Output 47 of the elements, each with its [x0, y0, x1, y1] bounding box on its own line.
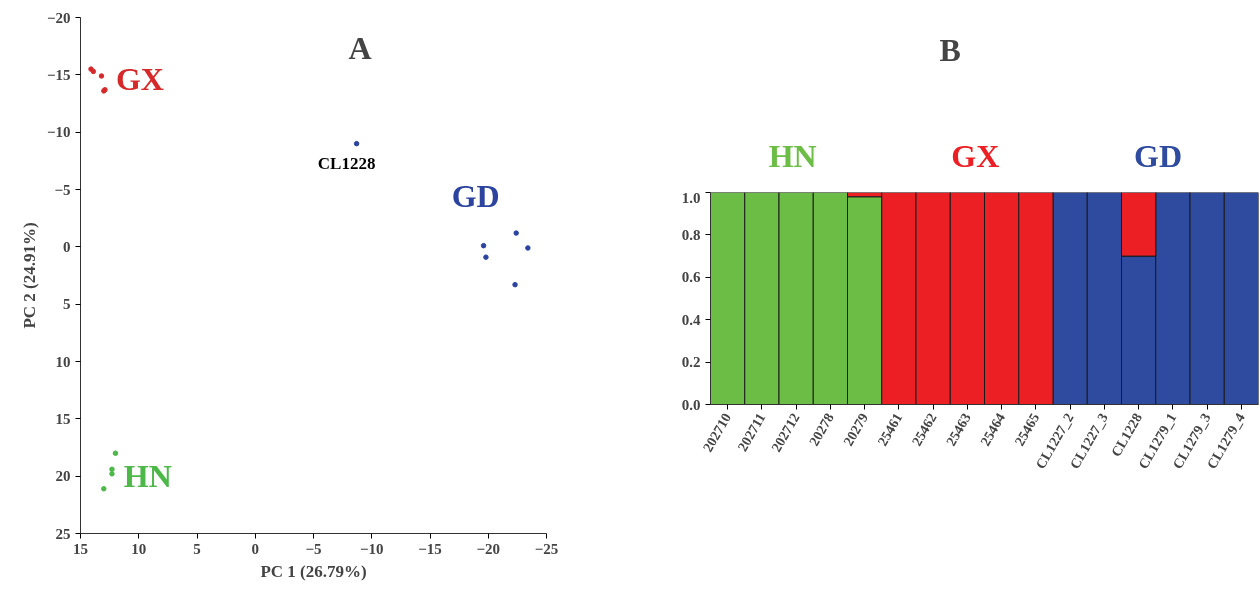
series-label: GX	[115, 61, 164, 98]
point	[513, 230, 519, 236]
point	[480, 242, 487, 249]
series-label: CL1228	[317, 153, 376, 173]
point	[112, 450, 119, 456]
x-tick-label: −25	[534, 540, 559, 557]
series-label: GD	[451, 177, 500, 214]
y-tick-label: 0.0	[681, 396, 701, 413]
x-axis-title: PC 1 (26.79%)	[260, 561, 367, 581]
y-axis-title: PC 2 (24.91%)	[19, 222, 39, 329]
point	[109, 466, 115, 473]
y-tick-label: −20	[46, 9, 71, 26]
y-tick-label: 1.0	[681, 189, 701, 206]
x-tick-label: 10	[131, 540, 147, 557]
y-tick-label: 0.2	[681, 354, 701, 371]
point	[90, 68, 97, 75]
point	[483, 254, 489, 260]
y-tick-label: 25	[55, 525, 71, 542]
text: GD	[1134, 138, 1183, 175]
point	[512, 281, 518, 288]
point	[98, 73, 105, 79]
y-tick-label: 0	[63, 238, 71, 255]
y-tick-label: 5	[63, 296, 71, 313]
point	[101, 486, 107, 492]
y-tick-label: 0.6	[681, 269, 701, 286]
text: GX	[951, 138, 1000, 175]
x-tick-label: 0	[251, 540, 259, 557]
y-tick-label: 20	[55, 468, 71, 485]
point	[109, 471, 115, 477]
y-tick-label: −5	[54, 181, 71, 198]
series-label: HN	[123, 458, 172, 495]
y-tick-label: 0.8	[681, 226, 701, 243]
x-tick-label: −10	[359, 540, 384, 557]
chart-title: A	[348, 30, 372, 67]
x-tick-label: −20	[476, 540, 501, 557]
point	[353, 140, 360, 147]
y-tick-label: 10	[55, 353, 71, 370]
x-tick-label: −15	[418, 540, 442, 557]
x-tick-label: 5	[193, 540, 201, 557]
point	[525, 245, 531, 251]
y-tick-label: −10	[46, 124, 71, 141]
chart-title: B	[939, 32, 961, 69]
point	[88, 66, 94, 72]
y-tick-label: 0.4	[681, 311, 701, 328]
x-tick-label: −5	[305, 540, 322, 557]
y-tick-label: −15	[46, 66, 71, 83]
text: HN	[768, 138, 817, 175]
